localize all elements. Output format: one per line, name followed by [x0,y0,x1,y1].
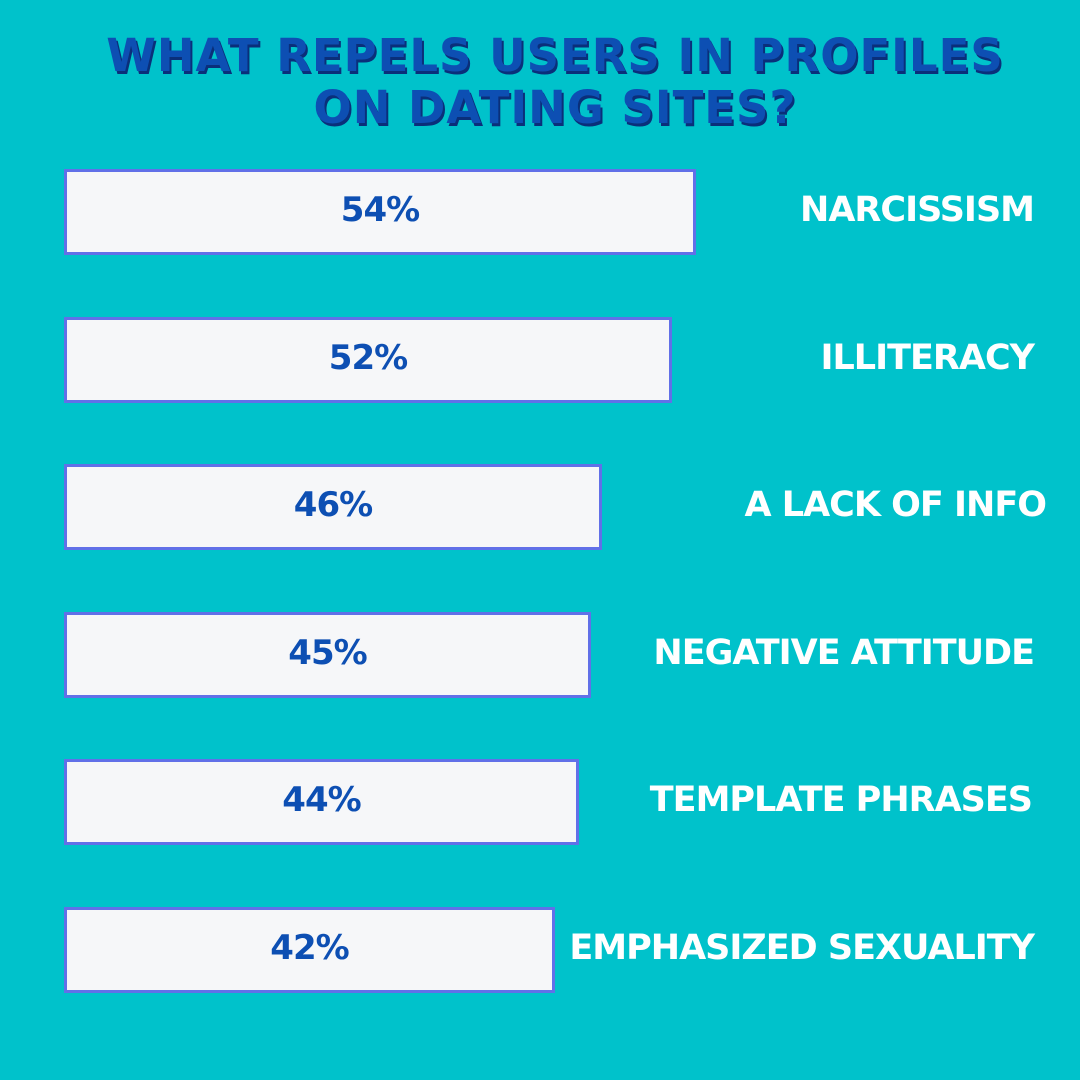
bar-value-label: 45% [288,633,367,673]
bar-value-label: 46% [293,485,373,525]
bar-value-label: 44% [282,780,361,820]
category-label: NEGATIVE ATTITUDE [653,633,1035,673]
bar-value-label: 42% [270,928,349,968]
bar [64,464,602,550]
bar [64,907,555,993]
category-label: TEMPLATE PHRASES [649,780,1033,820]
bar-value-label: 54% [340,190,420,230]
bar [64,317,672,403]
category-label: ILLITERACY [820,338,1035,378]
category-label: EMPHASIZED SEXUALITY [569,928,1035,968]
bar [64,759,579,845]
bar-value-label: 52% [328,338,408,378]
chart-title: WHAT REPELS USERS IN PROFILES ON DATING … [106,29,1004,134]
category-label: A LACK OF INFO [744,485,1047,525]
category-label: NARCISSISM [800,190,1035,230]
bar [64,169,696,255]
bar [64,612,591,698]
